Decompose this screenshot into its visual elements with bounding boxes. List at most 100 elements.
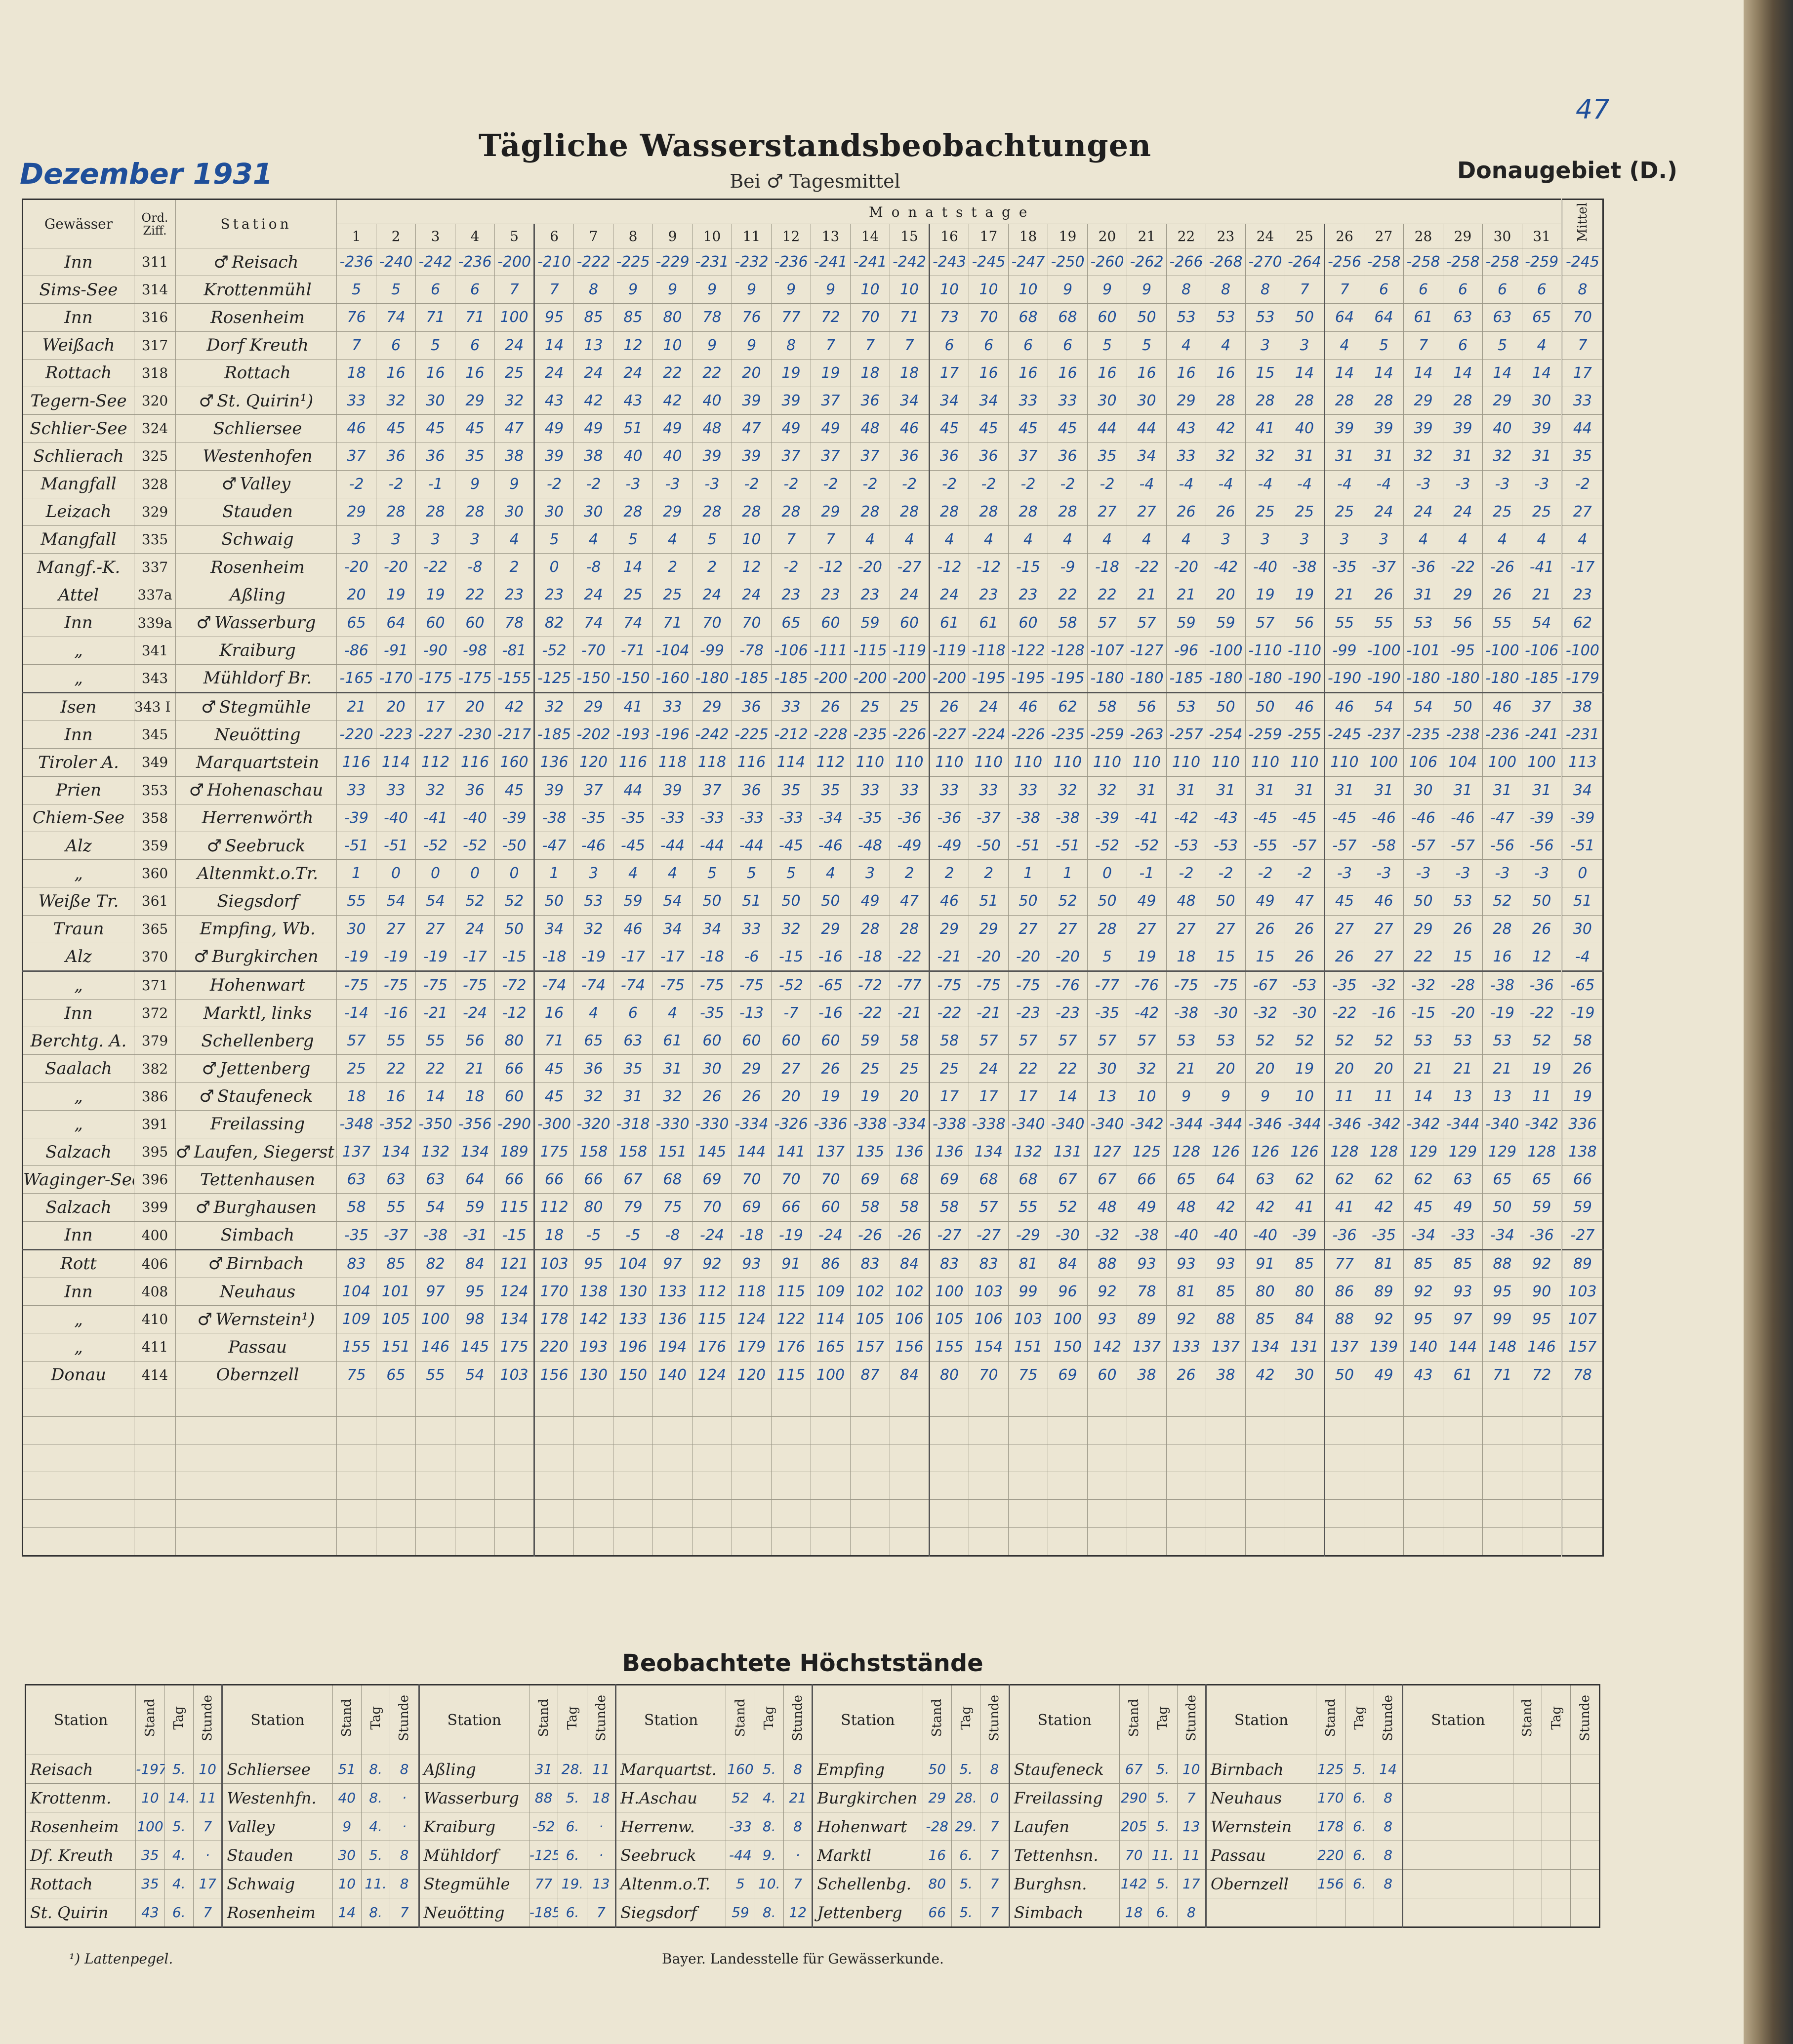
daily-value-cell: -52: [1087, 831, 1127, 860]
daily-value-cell: 72: [811, 303, 851, 332]
daily-value-cell: 11: [1324, 1082, 1364, 1111]
hoechst-tag-cell: 6.: [1345, 1783, 1374, 1812]
daily-value-cell: 193: [573, 1333, 613, 1362]
daily-value-cell: -81: [494, 636, 534, 665]
gewaesser-cell: „: [22, 859, 134, 888]
hoechst-stunde-header: Stunde: [1570, 1684, 1600, 1755]
daily-value-cell: 20: [1324, 1054, 1364, 1083]
empty-cell: [1285, 1444, 1325, 1473]
hoechst-station-cell: Kraiburg: [418, 1812, 530, 1841]
hoechst-stunde-cell: 10: [193, 1755, 223, 1784]
daily-value-cell: 28: [771, 497, 811, 526]
daily-value-cell: 43: [1166, 414, 1206, 443]
daily-value-cell: 28: [1048, 497, 1088, 526]
hoechst-station-cell: [1402, 1755, 1513, 1784]
empty-cell: [494, 1388, 534, 1417]
empty-cell: [1364, 1472, 1404, 1500]
daily-value-cell: -118: [969, 636, 1009, 665]
daily-value-cell: 69: [1048, 1361, 1088, 1389]
daily-value-cell: -195: [1008, 664, 1048, 693]
empty-cell: [890, 1499, 930, 1528]
hoechst-station-cell: Stegmühle: [418, 1869, 530, 1898]
table-row: Inn 345 Neuötting -220 -223 -227 -230 -217 -185-…: [22, 721, 1604, 749]
daily-value-cell: 7: [771, 525, 811, 554]
daily-value-cell: -57: [1324, 831, 1364, 860]
daily-value-cell: 106: [969, 1305, 1009, 1334]
table-row: Tegern-See 320 ♂ St. Quirin¹) 33 32 30 29 32 43 42…: [22, 386, 1604, 415]
daily-value-cell: 80: [494, 1027, 534, 1055]
daily-value-cell: 58: [890, 1193, 930, 1222]
daily-value-cell: 19: [850, 1082, 890, 1111]
empty-cell: [613, 1388, 653, 1417]
daily-value-cell: 110: [929, 748, 969, 777]
daily-value-cell: 52: [494, 887, 534, 916]
ord-cell: 341: [134, 636, 176, 665]
hoechst-stunde-cell: 10: [1177, 1755, 1206, 1784]
hoechst-station-cell: Neuhaus: [1205, 1783, 1317, 1812]
daily-value-cell: 3: [415, 525, 455, 554]
empty-cell: [890, 1527, 930, 1556]
daily-value-cell: 78: [1127, 1277, 1167, 1306]
hoechst-row: Rottach 35 4. 17 Schwaig 10 11. 8 Stegmühle 77 19.…: [25, 1869, 1600, 1898]
empty-cell: [573, 1472, 613, 1500]
daily-value-cell: 59: [1206, 608, 1246, 637]
station-name: Passau: [228, 1337, 287, 1357]
hoechst-tag-cell: 8.: [754, 1812, 784, 1841]
daily-value-cell: -38: [1166, 999, 1206, 1028]
empty-cell: [573, 1444, 613, 1473]
station-cell: Obernzell: [175, 1361, 337, 1389]
daily-value-cell: 33: [890, 776, 930, 804]
hoechst-tag-cell: [1541, 1898, 1571, 1927]
daily-value-cell: -8: [652, 1221, 693, 1250]
daily-value-cell: 29: [732, 1054, 772, 1083]
daily-value-cell: 24: [573, 581, 613, 609]
mittel-cell: 4: [1561, 525, 1604, 554]
daily-value-cell: 95: [1482, 1277, 1522, 1306]
daily-value-cell: 124: [732, 1305, 772, 1334]
daily-value-cell: 28: [455, 497, 495, 526]
station-cell: ♂ Seebruck: [175, 831, 337, 860]
table-row: Traun 365 Empfing, Wb. 30 27 27 24 50 34 32 46 34 34…: [22, 915, 1604, 943]
mittel-cell: 34: [1561, 776, 1604, 804]
gewaesser-cell: Salzach: [22, 1137, 134, 1166]
empty-cell: [1561, 1472, 1604, 1500]
empty-cell: [652, 1416, 693, 1445]
daily-value-cell: -128: [1048, 636, 1088, 665]
empty-cell: [850, 1472, 890, 1500]
tagesmittel-symbol: ♂: [197, 1309, 213, 1329]
empty-cell: [652, 1472, 693, 1500]
daily-value-cell: 60: [771, 1027, 811, 1055]
station-name: Reisach: [232, 252, 299, 272]
daily-value-cell: 32: [771, 915, 811, 943]
daily-value-cell: 19: [811, 359, 851, 387]
hoechst-stunde-cell: 7: [193, 1812, 223, 1841]
daily-value-cell: 26: [1166, 1361, 1206, 1389]
daily-value-cell: 12: [732, 553, 772, 582]
station-name: Schellenberg: [201, 1031, 314, 1051]
daily-value-cell: 10: [1127, 1082, 1167, 1111]
hoechst-tag-cell: 5.: [361, 1841, 391, 1870]
daily-value-cell: 52: [1364, 1027, 1404, 1055]
hoechst-tag-header: Tag: [164, 1684, 194, 1755]
day-header: 25: [1285, 224, 1325, 248]
daily-value-cell: 75: [652, 1193, 693, 1222]
daily-value-cell: 6: [415, 276, 455, 304]
station-cell: ♂ Hohenaschau: [175, 776, 337, 804]
daily-value-cell: 9: [771, 276, 811, 304]
daily-value-cell: 137: [336, 1137, 376, 1166]
daily-value-cell: 134: [455, 1137, 495, 1166]
empty-cell: [652, 1444, 693, 1473]
daily-value-cell: -318: [613, 1110, 653, 1139]
hoechst-stunde-cell: 7: [980, 1898, 1010, 1927]
daily-value-cell: 25: [613, 581, 653, 609]
ord-cell: 395: [134, 1137, 176, 1166]
station-name: Freilassing: [210, 1114, 305, 1134]
hoechst-stand-header: Stand: [1316, 1684, 1345, 1755]
empty-cell: [175, 1388, 337, 1417]
hoechst-stunde-cell: ·: [390, 1783, 419, 1812]
daily-value-cell: 29: [1403, 386, 1443, 415]
empty-cell: [134, 1472, 176, 1500]
daily-value-cell: 85: [573, 303, 613, 332]
daily-value-cell: 28: [1206, 386, 1246, 415]
station-cell: Neuhaus: [175, 1277, 337, 1306]
